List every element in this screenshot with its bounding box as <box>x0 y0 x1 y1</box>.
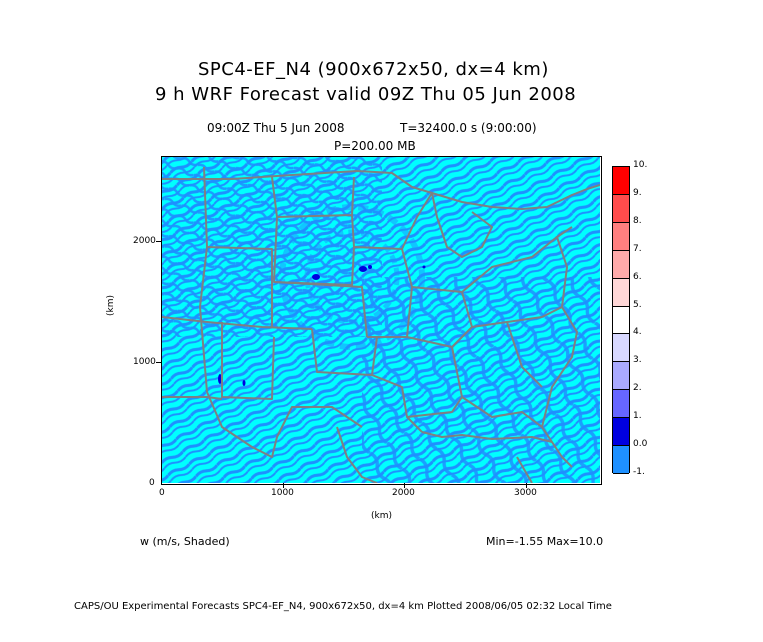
colorbar-segment <box>613 222 629 251</box>
colorbar-segment <box>613 446 629 474</box>
colorbar-segment <box>613 306 629 335</box>
subtitle-pressure: P=200.00 MB <box>334 139 416 153</box>
x-tick-3000: 3000 <box>514 488 537 498</box>
colorbar-label: 0.0 <box>633 439 648 450</box>
colorbar-label: 1. <box>633 411 642 422</box>
min-max-label: Min=-1.55 Max=10.0 <box>486 535 604 548</box>
colorbar-segment <box>613 194 629 223</box>
colorbar-segment <box>613 334 629 363</box>
footer-credit: CAPS/OU Experimental Forecasts SPC4-EF_N… <box>74 601 612 612</box>
colorbar-label: -1. <box>633 467 645 477</box>
x-tick-2000: 2000 <box>392 488 415 498</box>
colorbar-label: 4. <box>633 327 642 338</box>
subtitle-time: 09:00Z Thu 5 Jun 2008 <box>207 121 345 135</box>
title-line2: 9 h WRF Forecast valid 09Z Thu 05 Jun 20… <box>155 84 577 105</box>
colorbar-label: 6. <box>633 271 642 282</box>
y-axis-label: (km) <box>106 294 116 316</box>
colorbar-segment <box>613 278 629 307</box>
forecast-map <box>161 157 601 484</box>
title-line1: SPC4-EF_N4 (900x672x50, dx=4 km) <box>198 59 549 80</box>
colorbar-label: 9. <box>633 187 642 198</box>
colorbar-segment <box>613 250 629 279</box>
colorbar-label: 5. <box>633 299 642 310</box>
colorbar-label: 10. <box>633 160 648 170</box>
y-tick-1000: 1000 <box>133 357 156 367</box>
x-axis-label: (km) <box>371 511 393 521</box>
plot-frame <box>161 156 602 485</box>
variable-label: w (m/s, Shaded) <box>140 535 230 548</box>
x-tick-0: 0 <box>159 488 165 498</box>
colorbar-label: 8. <box>633 215 642 226</box>
subtitle-elapsed: T=32400.0 s (9:00:00) <box>400 121 537 135</box>
colorbar-label: 3. <box>633 355 642 366</box>
colorbar-label: 7. <box>633 243 642 254</box>
state-boundaries <box>161 166 601 484</box>
colorbar-segment <box>613 418 629 447</box>
x-tick-1000: 1000 <box>271 488 294 498</box>
colorbar-label: 2. <box>633 383 642 394</box>
colorbar <box>612 166 630 474</box>
y-tick-2000: 2000 <box>133 236 156 246</box>
colorbar-segment <box>613 167 629 195</box>
y-tick-0: 0 <box>149 478 155 488</box>
colorbar-segment <box>613 390 629 419</box>
colorbar-segment <box>613 362 629 391</box>
